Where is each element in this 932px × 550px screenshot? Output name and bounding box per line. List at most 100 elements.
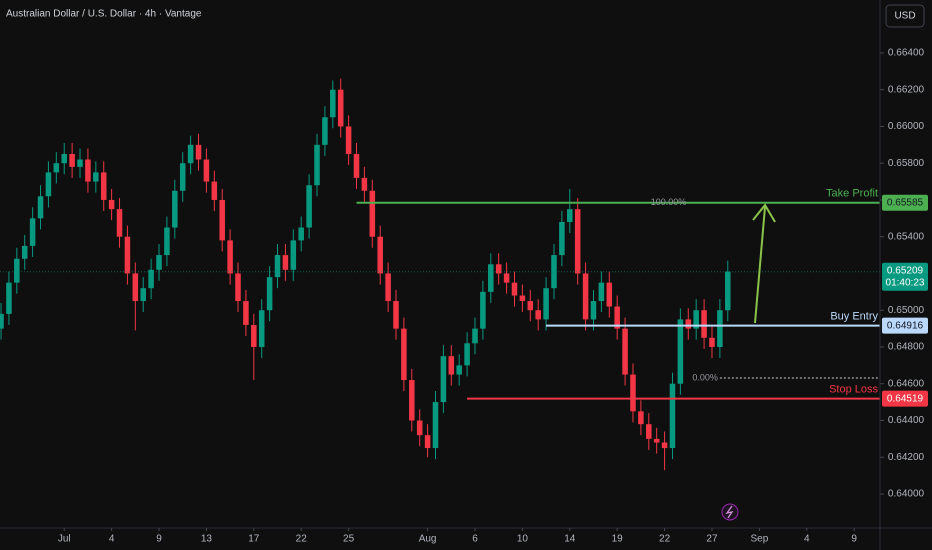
candle-body <box>480 291 486 329</box>
candle-body <box>369 190 376 237</box>
candle-body <box>100 172 107 200</box>
candle-body <box>148 269 154 289</box>
x-tick-label: 25 <box>343 534 355 545</box>
candle-body <box>337 89 344 127</box>
y-tick-label: 0.65800 <box>888 158 925 169</box>
x-tick-label: 13 <box>201 534 213 545</box>
candle-body <box>69 154 75 167</box>
currency-label[interactable]: USD <box>894 11 915 22</box>
candle-body <box>527 301 534 311</box>
candle-body <box>661 442 668 449</box>
candle-body <box>21 245 28 259</box>
candle-body <box>274 255 281 278</box>
candle-body <box>353 154 360 178</box>
y-tick-label: 0.64800 <box>888 342 925 353</box>
y-tick-label: 0.64400 <box>888 415 925 426</box>
x-tick-label: 27 <box>706 534 718 545</box>
level-name: Take Profit <box>826 188 878 200</box>
candle-body <box>456 365 462 375</box>
candle-body <box>53 163 60 173</box>
current-price-label: 0.65209 <box>887 265 924 276</box>
x-tick-label: 4 <box>804 534 810 545</box>
plot-area <box>0 78 880 471</box>
candle-body <box>401 328 407 381</box>
x-tick-label: Sep <box>750 534 768 545</box>
x-tick-label: 9 <box>156 534 162 545</box>
candle-body <box>266 277 273 311</box>
candle-body <box>29 218 36 246</box>
x-tick-label: 22 <box>296 534 308 545</box>
x-tick-label: 10 <box>517 534 529 545</box>
y-tick-label: 0.66000 <box>888 121 925 132</box>
candle-body <box>464 343 470 366</box>
current-price-tag <box>882 262 928 291</box>
chart-title: Australian Dollar / U.S. Dollar · 4h · V… <box>6 9 202 20</box>
candle-body <box>709 337 715 347</box>
currency-button[interactable] <box>885 4 925 28</box>
candle-body <box>377 236 383 274</box>
candle-body <box>314 144 320 186</box>
x-tick-label: 19 <box>612 534 624 545</box>
x-tick-label: Jul <box>58 534 71 545</box>
candle-body <box>590 301 597 320</box>
candle-body <box>630 374 636 412</box>
candle-body <box>290 240 297 270</box>
candle-body <box>582 273 589 320</box>
candle-body <box>282 255 289 270</box>
candle-body <box>551 255 557 289</box>
candle-body <box>227 240 233 274</box>
candle-body <box>543 288 549 320</box>
y-tick-label: 0.64600 <box>888 378 925 389</box>
y-tick-label: 0.65000 <box>888 305 925 316</box>
candle-body <box>511 282 518 296</box>
candle-body <box>448 356 455 375</box>
candle-body <box>653 438 660 443</box>
candle-body <box>258 310 265 347</box>
candle-body <box>243 301 249 325</box>
arrow-head <box>752 203 776 223</box>
candle-body <box>108 199 115 210</box>
y-tick-label: 0.64200 <box>888 452 925 463</box>
event-icon[interactable] <box>721 503 739 521</box>
candle-body <box>116 209 123 237</box>
candle-body <box>669 383 676 449</box>
candle-body <box>472 328 478 344</box>
candle-body <box>416 420 423 436</box>
candle-body <box>195 144 202 160</box>
candle-body <box>503 273 510 283</box>
candle-body <box>606 282 613 307</box>
candle-body <box>93 172 99 182</box>
candle-body <box>187 144 194 164</box>
x-tick-label: 14 <box>564 534 576 545</box>
level-value: 0.64916 <box>887 320 924 331</box>
candle-body <box>559 222 565 256</box>
level-tag <box>882 317 928 334</box>
candle-body <box>306 185 312 228</box>
candle-body <box>77 159 83 167</box>
y-tick-label: 0.66200 <box>888 84 925 95</box>
arrow-shaft <box>754 206 766 324</box>
candle-body <box>574 209 581 274</box>
candle-body <box>345 126 352 155</box>
candle-body <box>685 319 692 329</box>
candle-body <box>567 209 573 223</box>
candle-body <box>432 402 439 449</box>
candle-body <box>85 159 91 182</box>
y-tick-label: 0.66400 <box>888 48 925 59</box>
candle-body <box>488 264 494 292</box>
candle-body <box>638 411 644 425</box>
candle-body <box>409 380 415 421</box>
candle-body <box>701 310 707 338</box>
candle-body <box>646 424 652 439</box>
x-tick-label: 22 <box>659 534 671 545</box>
event-bolt[interactable] <box>725 505 734 519</box>
candle-body <box>124 236 131 274</box>
candle-body <box>298 227 304 241</box>
candle-body <box>717 310 723 347</box>
candle-body <box>361 177 368 191</box>
candle-body <box>6 282 12 314</box>
candle-body <box>140 288 146 302</box>
candle-body <box>330 89 336 118</box>
candle-body <box>219 199 225 241</box>
